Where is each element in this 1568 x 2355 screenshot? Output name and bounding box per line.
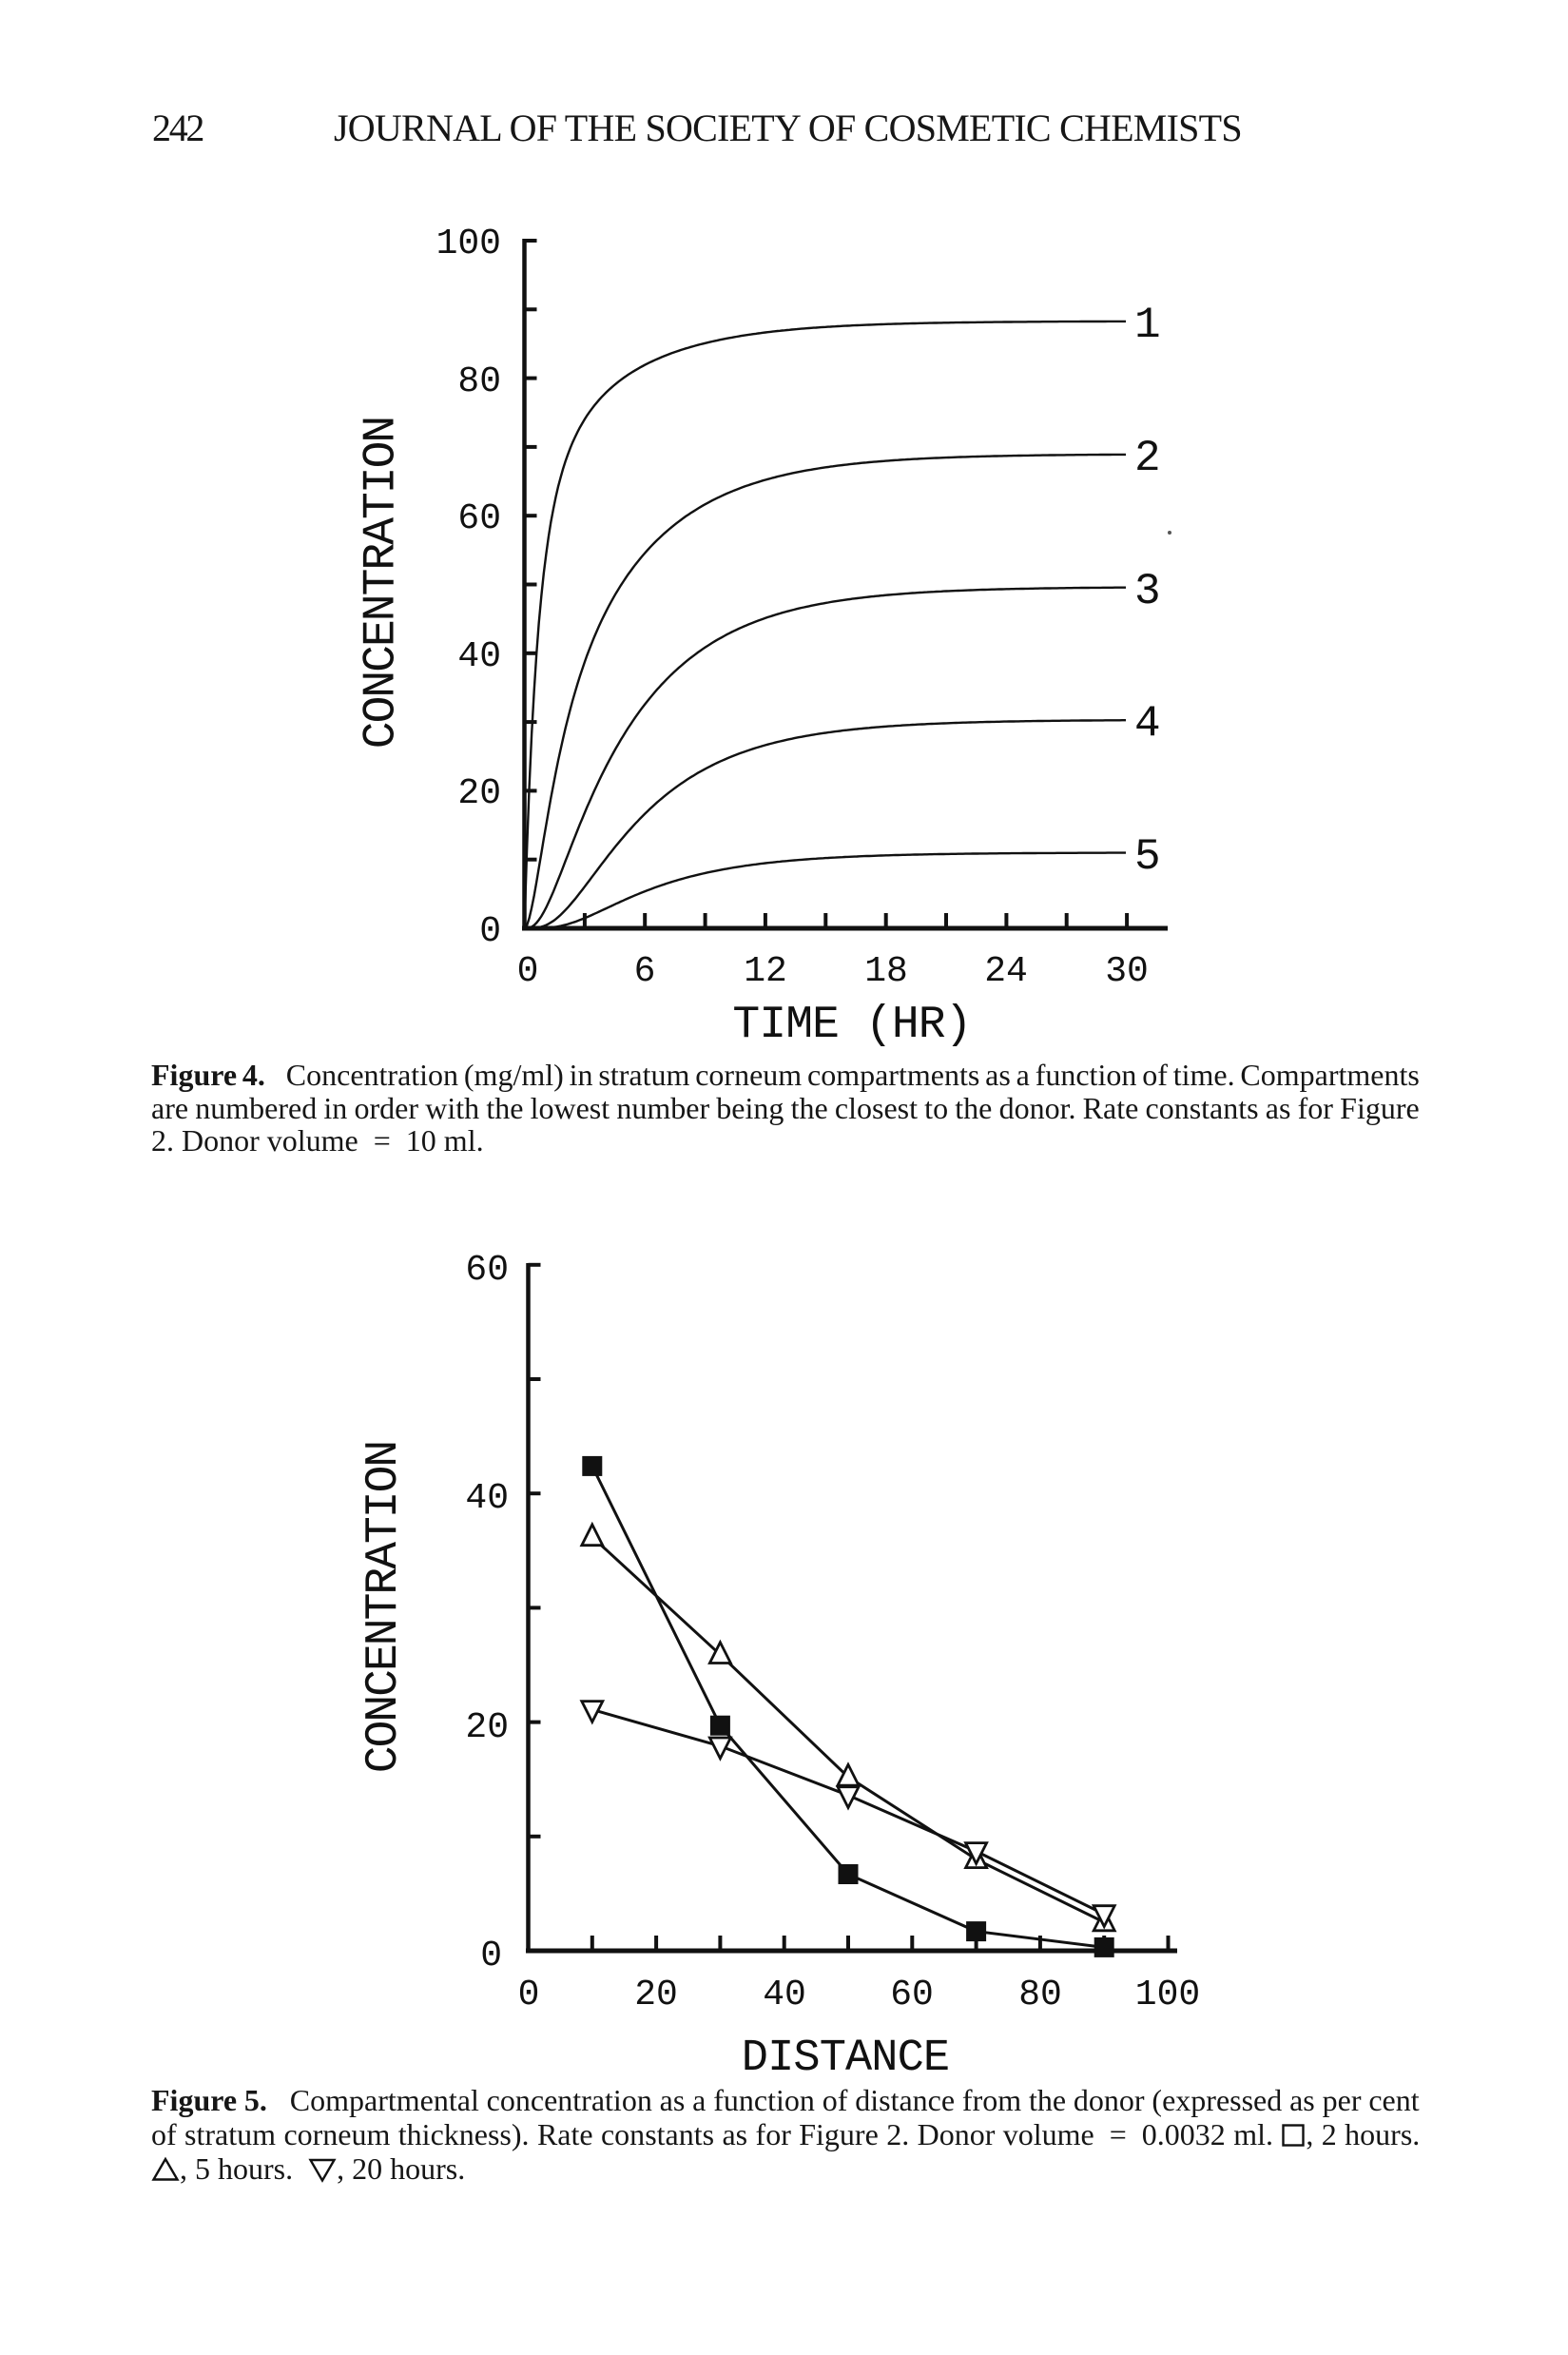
svg-text:60: 60 — [457, 498, 501, 539]
svg-text:1: 1 — [1134, 301, 1161, 350]
svg-text:20: 20 — [457, 773, 501, 814]
svg-text:40: 40 — [465, 1478, 509, 1519]
svg-text:60: 60 — [890, 1975, 934, 2015]
svg-text:0: 0 — [480, 1936, 502, 1976]
svg-text:40: 40 — [457, 636, 501, 677]
svg-text:4: 4 — [1134, 699, 1161, 749]
svg-text:0: 0 — [517, 951, 539, 992]
svg-text:TIME (HR): TIME (HR) — [732, 1000, 971, 1051]
svg-text:18: 18 — [864, 951, 908, 992]
svg-text:12: 12 — [744, 951, 787, 992]
svg-text:0: 0 — [518, 1975, 540, 2015]
svg-text:80: 80 — [457, 361, 501, 402]
svg-text:CONCENTRATION: CONCENTRATION — [358, 1442, 410, 1773]
svg-text:60: 60 — [465, 1250, 509, 1291]
svg-text:0: 0 — [479, 911, 501, 952]
svg-text:5: 5 — [1134, 832, 1161, 882]
svg-text:3: 3 — [1134, 567, 1161, 616]
svg-text:20: 20 — [465, 1707, 509, 1748]
svg-text:CONCENTRATION: CONCENTRATION — [357, 418, 408, 749]
svg-text:2: 2 — [1134, 434, 1161, 483]
svg-text:100: 100 — [1135, 1975, 1200, 2015]
svg-text:80: 80 — [1018, 1975, 1062, 2015]
svg-text:40: 40 — [763, 1975, 806, 2015]
svg-text:24: 24 — [984, 951, 1028, 992]
svg-text:6: 6 — [634, 951, 656, 992]
svg-text:20: 20 — [634, 1975, 678, 2015]
svg-text:100: 100 — [436, 224, 501, 264]
svg-text:30: 30 — [1105, 951, 1149, 992]
svg-text:DISTANCE: DISTANCE — [742, 2034, 949, 2084]
